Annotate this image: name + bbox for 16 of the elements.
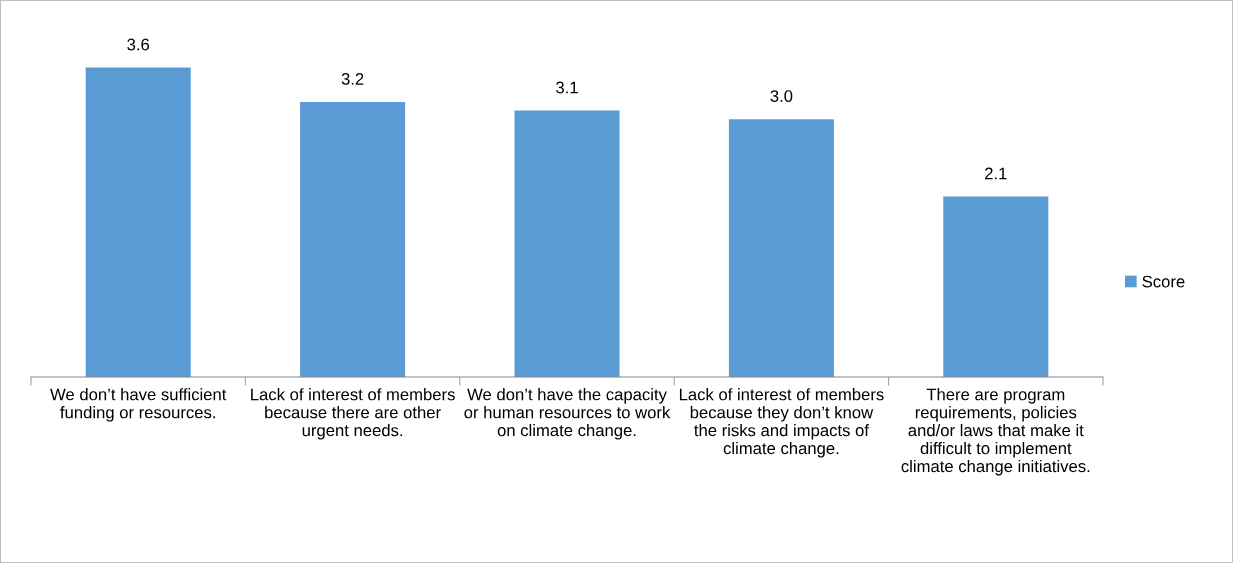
legend-label: Score [1142, 275, 1185, 288]
x-tick-label: Lack of interest of members because there are other urgent needs. [251, 388, 455, 440]
data-label: 2.1 [985, 167, 1007, 180]
x-tick-label: There are program requirements, policies and/or laws that make it difficult to implement climate change initiatives. [901, 388, 1090, 476]
data-label: 3.0 [770, 90, 793, 102]
data-label: 3.6 [127, 38, 150, 51]
bar [514, 110, 620, 377]
x-tick-label: We don’t have the capacity or human resources to work on climate change. [464, 388, 671, 440]
bar [943, 196, 1049, 377]
data-label: 3.2 [341, 72, 364, 85]
data-label: 3.1 [556, 81, 578, 94]
x-tick-label: We don’t have sufficient funding or resources. [50, 388, 227, 422]
bar [85, 67, 191, 377]
bar [300, 101, 406, 377]
bar [728, 119, 834, 377]
x-tick-label: Lack of interest of members because they don’t know the risks and impacts of climate change. [679, 388, 884, 458]
